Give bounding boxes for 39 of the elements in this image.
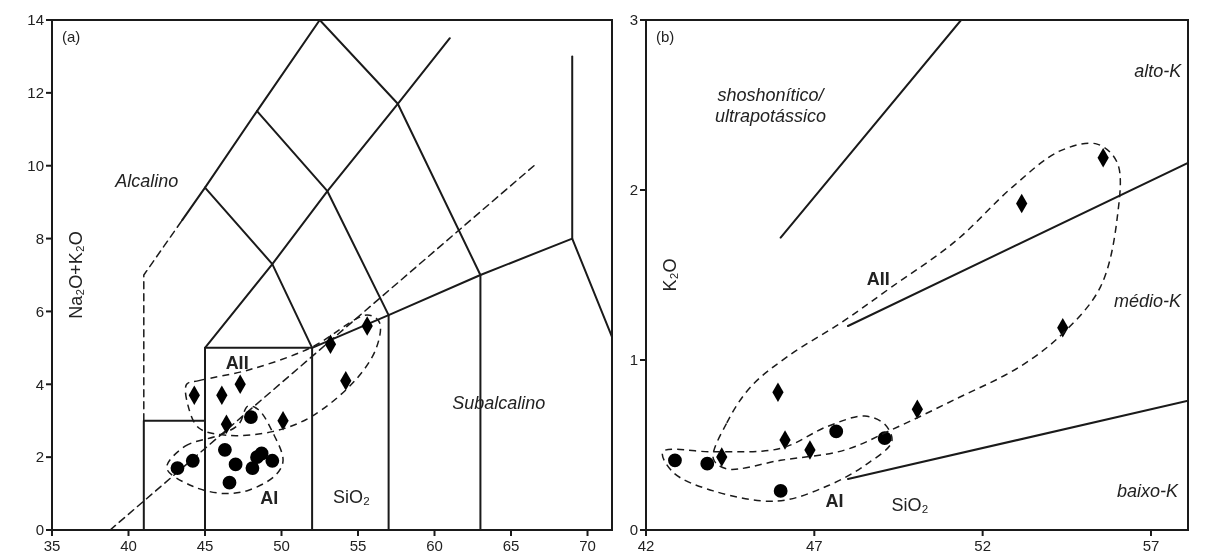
y-axis-title: Na₂O+K₂O (66, 231, 86, 319)
annotation: alto-K (1134, 61, 1183, 82)
x-tick-label: 47 (805, 537, 823, 554)
x-tick-label: 42 (637, 537, 655, 554)
x-tick-label: 60 (426, 537, 443, 554)
x-tick-label: 55 (349, 537, 367, 554)
annotation: AI (825, 491, 844, 512)
x-tick-label: 40 (120, 537, 137, 554)
y-tick-label: 0 (629, 521, 638, 539)
y-tick-label: 2 (629, 181, 638, 199)
annotation: Alcalino (114, 170, 179, 191)
x-tick-label: 45 (196, 537, 214, 554)
annotation: shoshonítico/ ultrapotássico (715, 85, 827, 126)
y-tick-label: 14 (27, 11, 44, 29)
x-tick-label: 65 (502, 537, 520, 554)
annotation: baixo-K (1117, 481, 1180, 502)
y-tick-label: 4 (35, 375, 44, 393)
y-tick-label: 10 (27, 156, 44, 174)
annotation: AI (260, 487, 279, 508)
x-tick-label: 35 (43, 537, 61, 554)
x-tick-label: 57 (1142, 537, 1160, 554)
annotation: médio-K (1114, 290, 1183, 311)
y-tick-label: 6 (35, 302, 44, 320)
y-axis-title: K₂O (660, 258, 680, 292)
y-tick-label: 12 (27, 84, 44, 102)
y-tick-label: 0 (35, 521, 44, 539)
text: (a) (62, 28, 81, 45)
x-axis-title: SiO₂ (891, 494, 929, 515)
x-tick-label: 50 (273, 537, 290, 554)
y-tick-label: 3 (629, 11, 638, 29)
text: (b) (656, 28, 675, 45)
x-tick-label: 52 (974, 537, 991, 554)
y-tick-label: 8 (35, 229, 44, 247)
y-tick-label: 1 (629, 351, 638, 369)
annotation: AII (866, 268, 890, 289)
x-tick-label: 70 (579, 537, 596, 554)
annotation: AII (225, 352, 249, 373)
y-tick-label: 2 (35, 448, 44, 466)
x-axis-title: SiO₂ (333, 487, 371, 508)
